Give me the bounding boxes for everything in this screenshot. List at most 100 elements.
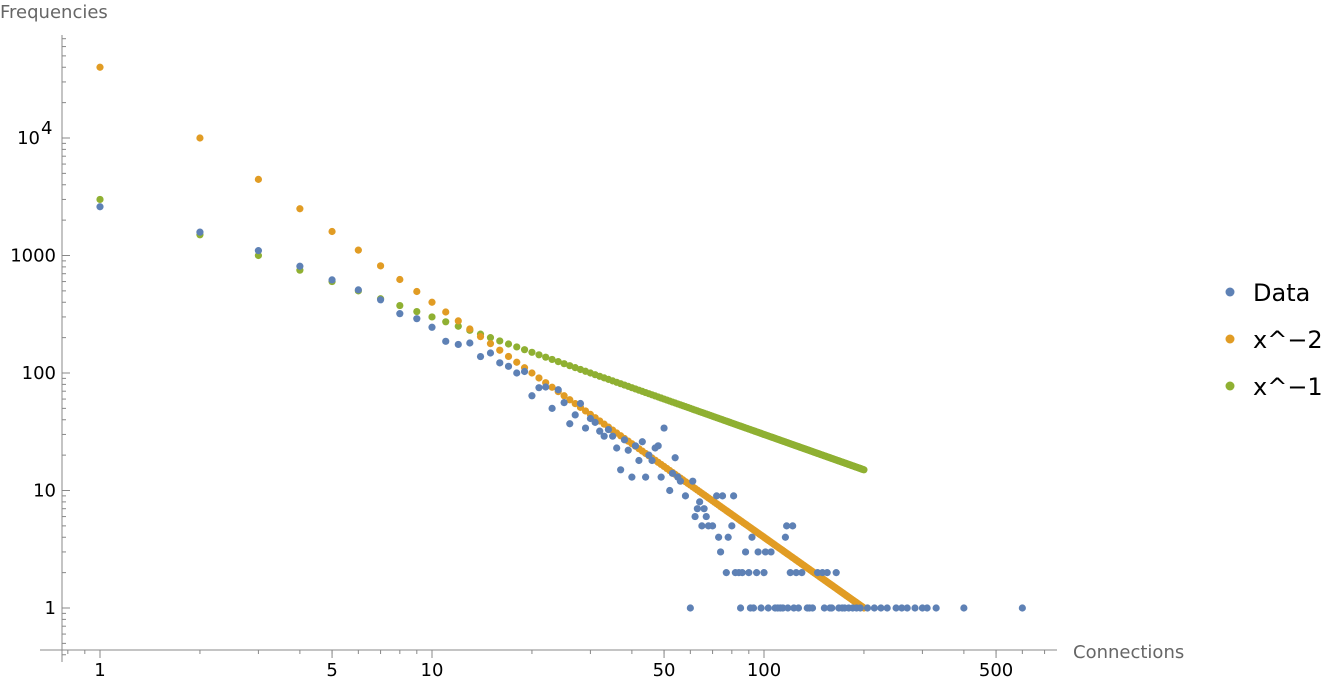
data-point-data [761, 548, 770, 556]
data-point-data [820, 604, 828, 612]
data-point-data [566, 420, 574, 428]
data-point-data [808, 604, 817, 612]
data-point-x1 [860, 466, 868, 474]
data-point-data [883, 604, 891, 612]
data-point-data [413, 315, 421, 323]
data-point-x2 [296, 205, 304, 213]
data-point-data [617, 466, 625, 474]
axes [40, 35, 1057, 662]
data-point-data [1018, 604, 1026, 612]
data-point-data [666, 486, 674, 495]
data-point-x2 [566, 396, 574, 404]
legend-label: Data [1253, 279, 1310, 307]
data-point-data [631, 442, 640, 450]
data-point-data [660, 424, 668, 432]
data-point-data [466, 339, 474, 347]
y-tick-label-exponent: 4 [41, 118, 52, 139]
data-point-data [686, 604, 694, 612]
data-point-data [396, 310, 404, 318]
x-tick-label: 1 [94, 660, 105, 681]
data-point-data [681, 492, 690, 500]
data-point-data [749, 604, 758, 612]
data-point-data [764, 604, 772, 612]
data-point-data [496, 359, 504, 367]
data-point-x1 [96, 195, 104, 204]
data-point-x2 [96, 63, 104, 71]
y-tick-label: 10 [17, 128, 40, 149]
data-point-data [542, 383, 550, 391]
data-point-data [738, 569, 746, 577]
data-point-x2 [413, 287, 421, 296]
data-point-data [328, 276, 336, 284]
data-point-data [528, 392, 536, 400]
data-point-x2 [376, 262, 385, 270]
data-point-x2 [442, 308, 450, 316]
data-point-data [671, 454, 679, 462]
data-point-data [792, 569, 800, 577]
data-point-data [689, 477, 697, 485]
data-point-data [730, 492, 738, 500]
data-point-data [554, 386, 562, 394]
legend: Data x^−2 x^−1 [1225, 279, 1323, 401]
legend-marker [1225, 287, 1235, 297]
data-point-data [892, 604, 900, 612]
data-point-data [713, 492, 721, 500]
y-tick-label: 1000 [10, 246, 56, 267]
data-point-data [754, 548, 762, 556]
data-point-data [715, 533, 723, 541]
data-point-data [741, 548, 750, 556]
data-point-data [196, 228, 204, 236]
data-point-data [784, 604, 792, 612]
legend-label: x^−2 [1253, 326, 1323, 354]
data-point-data [296, 262, 304, 270]
data-point-x1 [542, 353, 550, 361]
data-point-data [376, 296, 385, 304]
data-point-x1 [535, 351, 543, 359]
data-point-data [513, 369, 521, 377]
data-point-data [832, 569, 840, 577]
data-point-x2 [548, 383, 556, 391]
data-point-data [696, 498, 704, 506]
data-point-data [691, 512, 699, 521]
data-point-x1 [442, 318, 450, 326]
data-point-x1 [413, 307, 421, 316]
data-point-data [560, 398, 568, 407]
x-axis-label: Connections [1073, 642, 1184, 663]
data-point-x2 [254, 175, 263, 183]
x-tick-label: 100 [747, 660, 781, 681]
data-point-data [354, 286, 362, 294]
data-point-data [757, 604, 765, 612]
data-point-x2 [476, 332, 485, 341]
data-point-data [668, 469, 677, 477]
data-point-x2 [196, 134, 204, 142]
data-point-data [648, 456, 656, 465]
data-point-x1 [454, 322, 462, 330]
data-point-data [535, 384, 543, 392]
data-point-data [786, 569, 794, 577]
y-tick-label: 10 [33, 481, 56, 502]
data-point-data [702, 512, 710, 521]
data-point-data [863, 604, 872, 612]
x-tick-label: 5 [326, 660, 337, 681]
data-point-data [911, 604, 919, 612]
data-point-data [923, 604, 931, 612]
data-point-x1 [548, 355, 556, 364]
data-point-data [728, 522, 736, 530]
data-point-data [604, 425, 613, 434]
x-tick-label: 50 [653, 660, 676, 681]
data-point-data [789, 522, 797, 530]
data-point-data [716, 548, 725, 556]
data-point-x2 [504, 352, 513, 361]
data-point-x1 [566, 362, 574, 370]
legend-label: x^−1 [1253, 373, 1323, 401]
data-point-data [877, 604, 885, 612]
data-point-data [638, 438, 646, 446]
x-tick-label: 500 [979, 660, 1013, 681]
data-point-data [628, 473, 636, 481]
data-point-data [520, 367, 529, 376]
data-point-x2 [528, 369, 536, 377]
data-point-x2 [513, 358, 521, 366]
data-point-x1 [528, 348, 536, 356]
data-point-data [642, 473, 650, 481]
data-point-data [591, 418, 599, 426]
